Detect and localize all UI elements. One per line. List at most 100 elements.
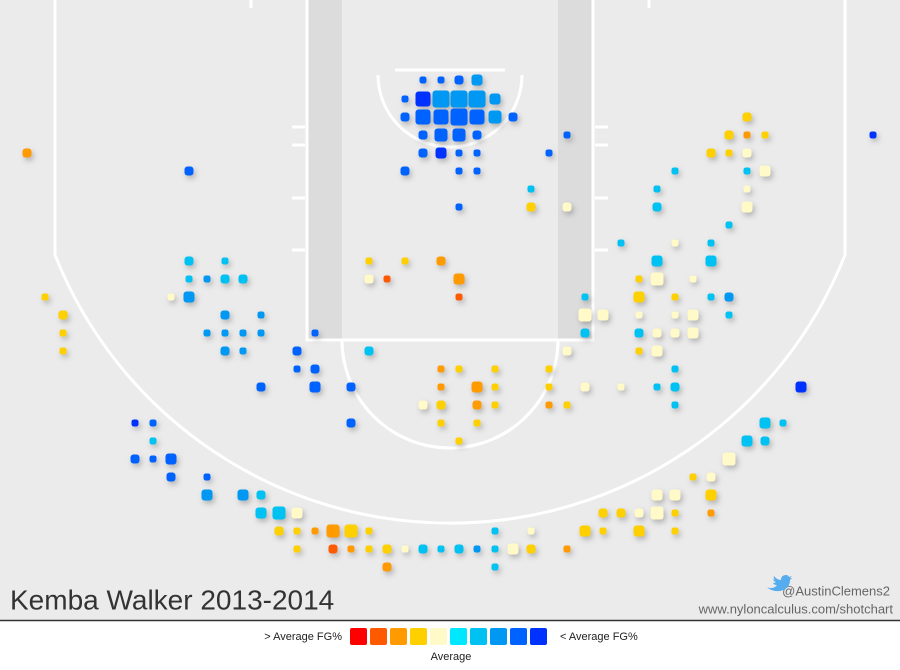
shot	[563, 545, 571, 553]
shot	[635, 311, 643, 319]
shot	[435, 147, 447, 159]
shot	[220, 346, 230, 356]
shot	[436, 256, 446, 266]
shot	[22, 148, 32, 158]
shot	[724, 130, 734, 140]
shot	[165, 453, 177, 465]
shot	[383, 275, 391, 283]
shot	[491, 563, 499, 571]
shot	[59, 329, 67, 337]
shot	[725, 149, 733, 157]
shot	[759, 165, 771, 177]
shot	[545, 383, 553, 391]
shot	[326, 524, 340, 538]
shot	[274, 526, 284, 536]
shot	[455, 203, 463, 211]
shot	[257, 329, 265, 337]
shot	[597, 309, 609, 321]
shot	[473, 545, 481, 553]
shot	[722, 452, 736, 466]
legend-mid-label: Average	[431, 651, 472, 663]
shot	[671, 527, 679, 535]
shot	[437, 76, 445, 84]
shot	[346, 382, 356, 392]
shot	[761, 131, 769, 139]
legend-swatch	[350, 628, 367, 645]
shot	[634, 508, 644, 518]
shot	[41, 293, 49, 301]
shot	[760, 436, 770, 446]
shot	[455, 365, 463, 373]
shot	[741, 435, 753, 447]
shot	[432, 90, 450, 108]
shot	[581, 293, 589, 301]
shot	[671, 293, 679, 301]
shot	[58, 310, 68, 320]
legend-swatch	[410, 628, 427, 645]
shot	[238, 274, 248, 284]
shot	[473, 419, 481, 427]
court-floor	[0, 0, 900, 620]
shot	[167, 293, 175, 301]
shot	[452, 128, 466, 142]
shot	[239, 329, 247, 337]
shot	[418, 544, 428, 554]
shot	[705, 489, 717, 501]
shot	[743, 185, 751, 193]
shot	[400, 166, 410, 176]
shot	[184, 166, 194, 176]
shot	[450, 108, 468, 126]
shot	[869, 131, 877, 139]
shot	[687, 309, 699, 321]
legend-left-label: > Average FG%	[264, 631, 342, 643]
shot	[779, 419, 787, 427]
shot	[401, 257, 409, 265]
shot	[220, 310, 230, 320]
shot	[149, 455, 157, 463]
shot	[257, 311, 265, 319]
shot	[472, 130, 482, 140]
shot	[489, 93, 501, 105]
shot	[455, 149, 463, 157]
shot	[221, 329, 229, 337]
shots	[22, 74, 877, 572]
shot	[707, 293, 715, 301]
shot	[437, 365, 445, 373]
shot	[256, 490, 266, 500]
shot	[741, 201, 753, 213]
shot	[346, 418, 356, 428]
shot	[166, 472, 176, 482]
shot	[671, 167, 679, 175]
shot	[725, 311, 733, 319]
shot	[401, 545, 409, 553]
shot	[185, 275, 193, 283]
shot	[220, 274, 230, 284]
shot	[454, 544, 464, 554]
shot	[255, 507, 267, 519]
shot	[759, 417, 771, 429]
shot	[450, 90, 468, 108]
shot	[347, 545, 355, 553]
shot	[580, 328, 590, 338]
shot	[650, 506, 664, 520]
shot	[473, 149, 481, 157]
shot	[545, 149, 553, 157]
shot	[149, 437, 157, 445]
shot	[471, 74, 483, 86]
shot	[203, 329, 211, 337]
shot	[418, 400, 428, 410]
shot	[671, 509, 679, 517]
shot	[488, 110, 502, 124]
shot	[131, 419, 139, 427]
shot	[634, 328, 644, 338]
shot	[419, 76, 427, 84]
shot	[149, 419, 157, 427]
shot	[415, 91, 431, 107]
shot	[562, 202, 572, 212]
shot	[472, 400, 482, 410]
shot	[293, 365, 301, 373]
shot	[707, 509, 715, 517]
legend-swatch	[510, 628, 527, 645]
shot	[526, 544, 536, 554]
